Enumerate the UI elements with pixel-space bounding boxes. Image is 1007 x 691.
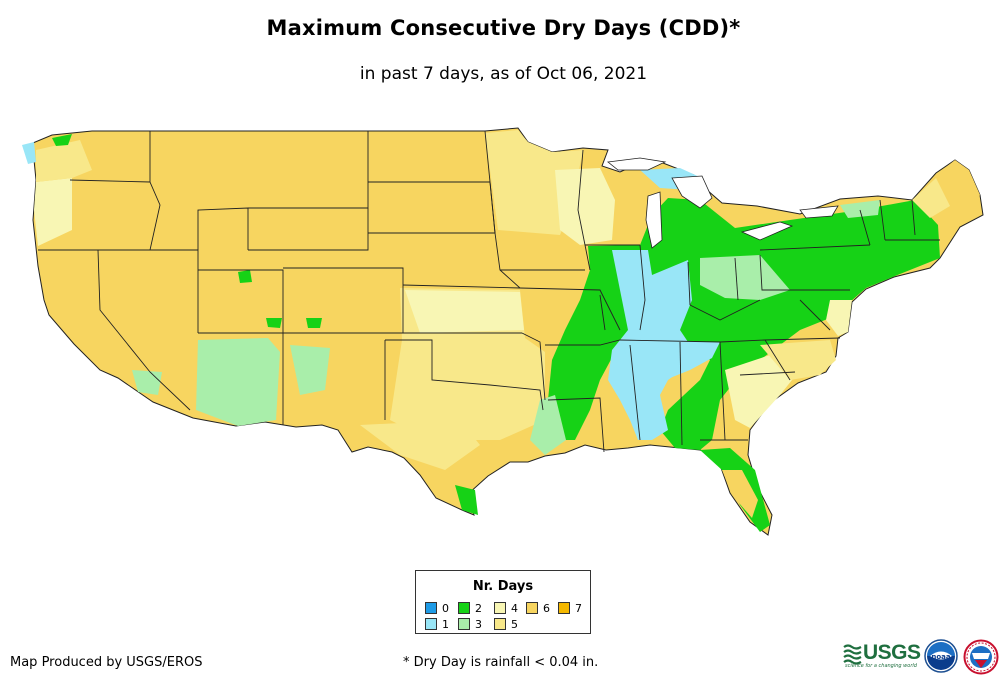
usgs-logo: USGS science for a changing world [843,641,921,672]
great-lakes [607,157,839,249]
region-tx-3 [530,395,566,455]
region-az-3 [196,338,280,426]
legend-swatch-5 [494,618,506,630]
usgs-wordmark: USGS [863,641,921,664]
region-wa-coast [36,140,92,182]
map-credit: Map Produced by USGS/EROS [10,655,203,670]
legend-item-3: 3 [458,618,482,631]
legend-swatch-2 [458,602,470,614]
region-carolina-5 [760,340,836,380]
region-maine-6 [936,160,980,210]
legend-item-4: 4 [494,602,518,615]
usgs-waves-icon [843,644,862,665]
region-midatlantic-4 [826,300,852,336]
region-ms-1 [620,340,720,380]
region-co-green-1 [238,270,252,283]
region-tx-central-5 [360,420,480,470]
state-boundaries [38,130,940,453]
legend-swatch-1 [425,618,437,630]
region-co-green-2 [266,318,282,328]
noaa-logo-icon: noaa [924,639,958,673]
nws-logo-icon [963,639,999,675]
region-ga-4 [725,355,800,428]
map-title: Maximum Consecutive Dry Days (CDD)* [266,16,741,40]
legend-swatch-0 [425,602,437,614]
region-co-green-3 [306,318,322,328]
legend-swatch-7 [558,602,570,614]
region-fl-6 [722,470,758,518]
dry-day-footnote: * Dry Day is rainfall < 0.04 in. [403,655,599,670]
region-nw-coast [34,178,72,246]
legend-item-0: 0 [425,602,449,615]
legend-swatch-3 [458,618,470,630]
region-ohio-3 [700,255,790,300]
region-maine-5 [912,178,950,218]
region-wa-wet [22,142,36,164]
usgs-tagline: science for a changing world [845,663,917,669]
region-ny-3 [840,200,880,218]
region-tx-gulf-2 [455,485,478,515]
legend-item-5: 5 [494,618,518,631]
legend-swatch-6 [526,602,538,614]
legend: Nr. Days 0 1 2 3 4 5 6 7 [415,570,591,634]
region-kansas-4 [405,290,524,333]
region-nm-3 [290,345,330,395]
legend-title: Nr. Days [472,579,534,594]
region-wi-4 [555,168,615,245]
legend-item-1: 1 [425,618,449,631]
map-subtitle: in past 7 days, as of Oct 06, 2021 [359,64,648,84]
legend-item-6: 6 [526,602,550,615]
legend-item-2: 2 [458,602,482,615]
legend-swatch-4 [494,602,506,614]
legend-item-7: 7 [558,602,582,615]
noaa-wordmark: noaa [931,653,951,661]
region-wa-green [52,134,72,146]
